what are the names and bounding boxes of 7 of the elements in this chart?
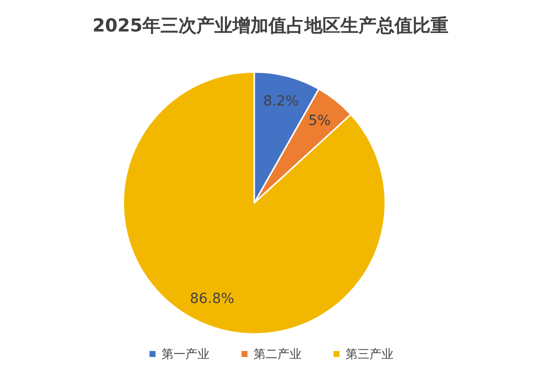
data-label: 5% bbox=[308, 112, 331, 129]
chart-title: 2025年三次产业增加值占地区生产总值比重 bbox=[92, 16, 449, 36]
data-label: 86.8% bbox=[190, 290, 234, 307]
data-label: 8.2% bbox=[263, 94, 299, 110]
legend-label: 第二产业 bbox=[254, 347, 302, 361]
legend-label: 第一产业 bbox=[162, 347, 210, 361]
legend-label: 第三产业 bbox=[346, 347, 394, 361]
